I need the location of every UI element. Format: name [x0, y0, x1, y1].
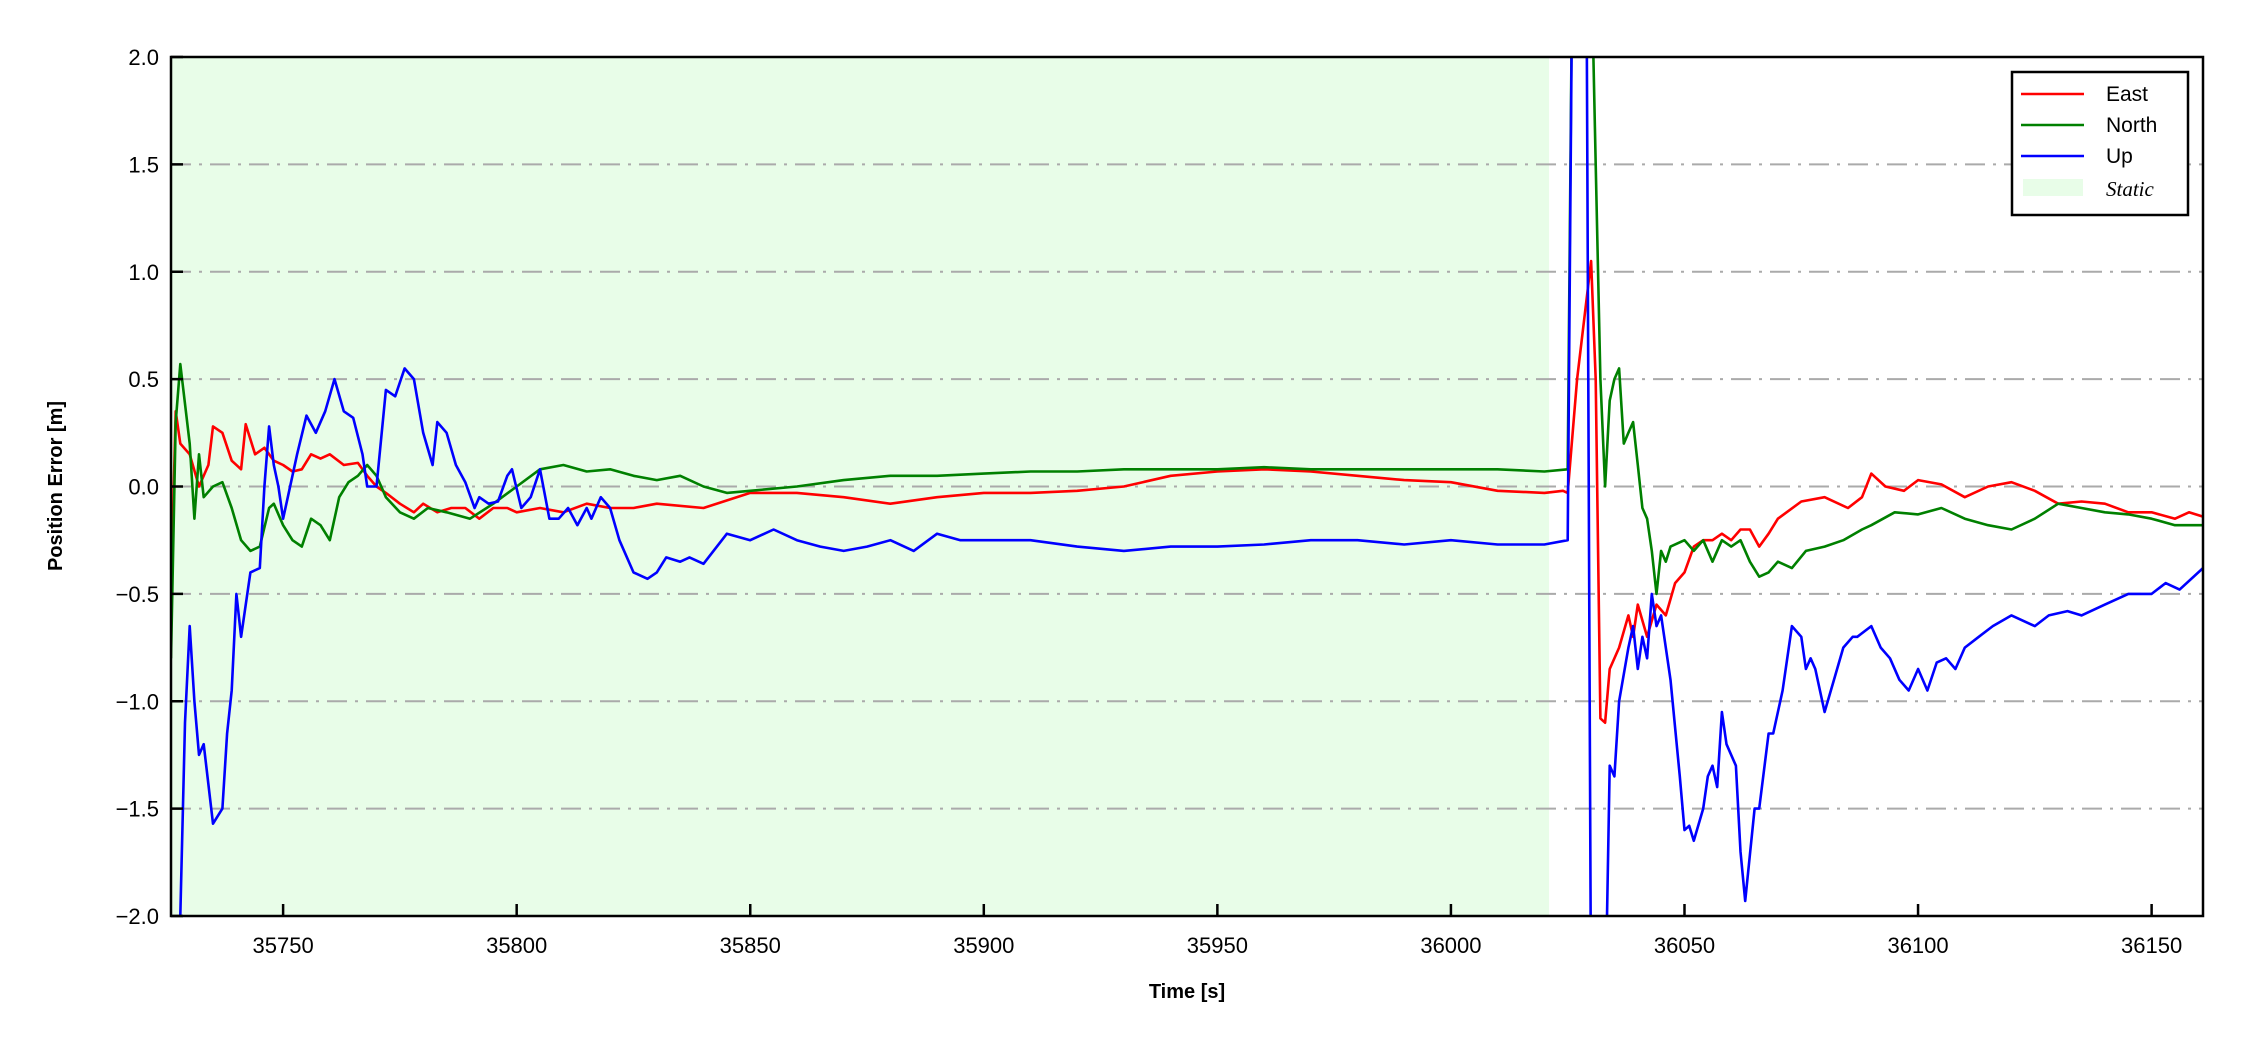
y-tick-label: −1.5	[116, 797, 159, 822]
x-tick-label: 35950	[1187, 933, 1248, 958]
series-line-north	[171, 57, 2203, 659]
legend-label-static: Static	[2106, 177, 2155, 201]
y-tick-label: 2.0	[128, 45, 159, 70]
x-tick-label: 35800	[486, 933, 547, 958]
legend-label-east: East	[2106, 83, 2148, 106]
y-tick-label: −0.5	[116, 582, 159, 607]
legend-label-up: Up	[2106, 145, 2133, 168]
y-tick-label: −1.0	[116, 689, 159, 714]
y-tick-label: 0.0	[128, 475, 159, 500]
legend-static-swatch	[2023, 179, 2083, 196]
x-tick-label: 36050	[1654, 933, 1715, 958]
x-tick-label: 36000	[1420, 933, 1481, 958]
y-axis-label: Position Error [m]	[45, 401, 67, 571]
y-tick-label: 1.0	[128, 260, 159, 285]
series-line-up	[178, 57, 2203, 916]
y-tick-label: 1.5	[128, 152, 159, 177]
series-line-east	[171, 259, 2203, 724]
x-tick-label: 35900	[953, 933, 1014, 958]
y-tick-label: −2.0	[116, 904, 159, 929]
y-tick-label: 0.5	[128, 367, 159, 392]
x-tick-label: 36150	[2121, 933, 2182, 958]
x-tick-label: 35750	[253, 933, 314, 958]
legend-label-north: North	[2106, 114, 2157, 137]
x-tick-label: 35850	[720, 933, 781, 958]
legend: East North Up Static	[2010, 70, 2190, 217]
x-tick-label: 36100	[1887, 933, 1948, 958]
x-axis-label: Time [s]	[1149, 981, 1225, 1003]
